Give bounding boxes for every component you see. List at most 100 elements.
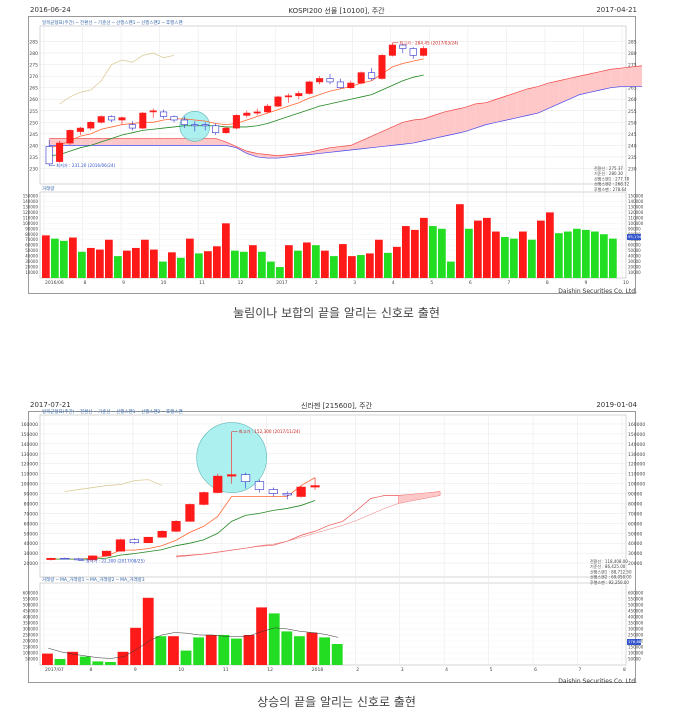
volume-bar [411, 229, 419, 278]
cloud-segment [496, 95, 507, 123]
y-tick-label: 235 [29, 155, 38, 161]
volume-tick-label: 150000 [23, 194, 39, 199]
legend: 일목균형표(주간) ─ 전환선 ─ 기준선 ─ 선행스팬1 ─ 선행스팬2 ─ … [42, 19, 183, 26]
volume-tick-label: 40000 [25, 254, 38, 259]
volume-bar [60, 240, 68, 278]
x-tick-label: 11 [199, 280, 205, 286]
cloud-segment [153, 138, 164, 146]
cloud-segment [371, 131, 382, 148]
y-tick-label: 110000 [21, 472, 38, 478]
candle-body [157, 530, 167, 538]
candle-body [171, 521, 181, 532]
candle-body [388, 44, 396, 56]
volume-bar [132, 247, 140, 278]
y-tick-label-right: 160000 [628, 422, 645, 428]
volume-bar [321, 250, 329, 278]
candle-body [253, 111, 261, 114]
volume-bar [429, 226, 437, 278]
candlestick-chart: 20000 20000 30000 30000 40000 40000 50000 50000… [21, 408, 646, 673]
volume-tick-label: 30000 [25, 259, 38, 264]
volume-tick-label: 100000 [23, 221, 39, 226]
x-tick-label: 8 [546, 280, 549, 286]
y-tick-label: 240 [29, 143, 38, 149]
volume-bar [474, 220, 482, 278]
x-tick-label: 2018 [312, 667, 324, 673]
y-tick-label-right: 90000 [628, 492, 642, 498]
chart-frame [28, 411, 636, 683]
volume-bar [519, 231, 527, 278]
volume-tick-label: 350000 [23, 621, 39, 626]
cloud-segment [434, 111, 445, 139]
y-tick-label: 280 [29, 51, 38, 57]
cloud-segment [340, 145, 351, 152]
volume-bar [256, 607, 268, 665]
info-box-line: 후행스팬 : 278.64 [594, 186, 627, 192]
candle-body [274, 96, 282, 107]
volume-legend: 거래량 [42, 185, 54, 192]
candle-body [336, 81, 344, 88]
cloud-segment [631, 65, 642, 87]
y-tick-label: 20000 [24, 561, 38, 567]
cloud-segment [506, 92, 518, 120]
volume-bar [92, 661, 104, 665]
x-tick-label: 7 [507, 280, 510, 286]
volume-bar [141, 239, 149, 278]
volume-bar [105, 662, 116, 665]
y-tick-label-right: 150000 [628, 432, 645, 438]
volume-bar [281, 631, 293, 665]
y-tick-label-right: 260 [628, 97, 637, 103]
volume-badge-value: 95,134 [628, 234, 642, 239]
candle-body [409, 48, 417, 56]
candle-body [368, 72, 376, 79]
start-date-label: 2016-06-24 [30, 6, 71, 14]
candle-body [108, 116, 116, 121]
cloud-segment [621, 66, 632, 87]
cloud-segment [205, 138, 216, 146]
high-price-annotation: 최고가 : 284.45 (2017/03/24) [399, 39, 458, 46]
candle-body [264, 105, 272, 113]
volume-bar [240, 251, 248, 278]
legend: 일목균형표(주간) ─ 전환선 ─ 기준선 ─ 선행스팬1 ─ 선행스팬2 ─ … [42, 408, 183, 415]
y-tick-label-right: 230 [628, 166, 637, 172]
volume-bar [105, 239, 113, 278]
cloud-segment [90, 138, 102, 146]
candle-body [118, 117, 126, 121]
cloud-segment [392, 122, 403, 146]
candle-body [305, 81, 313, 94]
x-tick-label: 12 [267, 667, 273, 673]
cloud-segment [527, 86, 538, 116]
volume-bar [177, 257, 185, 278]
candle-body [160, 111, 168, 117]
volume-bar [366, 253, 374, 278]
volume-bar [54, 659, 66, 665]
volume-tick-label-right: 550000 [628, 597, 644, 602]
volume-bar [231, 250, 239, 278]
volume-tick-label: 550000 [23, 597, 39, 602]
y-tick-label: 275 [29, 63, 38, 69]
volume-bar [483, 217, 491, 278]
candle-body [213, 475, 223, 493]
volume-bar [555, 233, 563, 278]
cloud-segment [111, 138, 122, 146]
x-tick-label: 4 [392, 280, 395, 286]
volume-tick-label-right: 50000 [628, 657, 641, 662]
candle-body [199, 492, 209, 505]
y-tick-label-right: 60000 [628, 521, 642, 527]
y-tick-label: 100000 [21, 482, 38, 488]
x-tick-label: 2017 [276, 280, 288, 286]
volume-badge-value: 176,883 [628, 639, 644, 644]
candle-body [56, 142, 64, 162]
info-box-line: 후행스팬 : 92,250.00 [590, 579, 629, 585]
y-tick-label: 90000 [24, 492, 38, 498]
candle-body [128, 124, 136, 129]
cloud-segment [579, 73, 590, 95]
volume-tick-label: 450000 [23, 609, 39, 614]
cloud-segment [600, 69, 611, 90]
volume-bar [193, 637, 205, 665]
candle-body [316, 78, 324, 83]
x-tick-label: 8 [84, 280, 87, 286]
candle-body [420, 48, 428, 56]
candle-body [222, 127, 230, 133]
x-tick-label: 12 [238, 280, 244, 286]
candle-body [243, 112, 251, 116]
